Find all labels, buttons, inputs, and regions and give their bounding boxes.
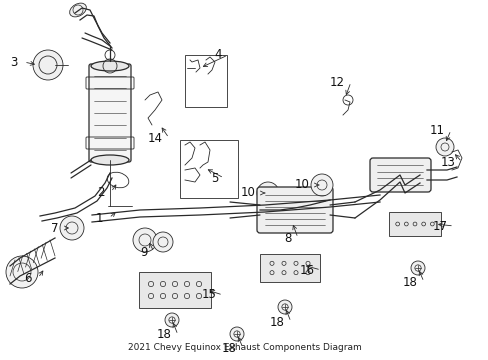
Text: 11: 11 xyxy=(429,123,444,136)
Text: 1: 1 xyxy=(95,211,103,225)
Text: 5: 5 xyxy=(210,171,218,184)
Circle shape xyxy=(6,256,38,288)
Text: 13: 13 xyxy=(440,156,455,168)
Text: 4: 4 xyxy=(214,49,222,62)
Text: 6: 6 xyxy=(24,271,32,284)
Ellipse shape xyxy=(91,155,129,165)
Text: 16: 16 xyxy=(299,264,314,276)
Ellipse shape xyxy=(69,3,86,17)
Bar xyxy=(180,140,238,198)
Text: 15: 15 xyxy=(202,288,217,302)
Text: 3: 3 xyxy=(11,55,18,68)
Text: 18: 18 xyxy=(157,328,172,342)
Text: 14: 14 xyxy=(148,131,163,144)
Text: 18: 18 xyxy=(269,315,285,328)
FancyBboxPatch shape xyxy=(139,272,210,308)
Circle shape xyxy=(435,138,453,156)
FancyBboxPatch shape xyxy=(257,187,332,233)
Ellipse shape xyxy=(91,61,129,71)
Text: 10: 10 xyxy=(295,179,309,192)
Circle shape xyxy=(133,228,157,252)
Circle shape xyxy=(310,174,332,196)
Text: 18: 18 xyxy=(402,275,417,288)
Text: 7: 7 xyxy=(50,221,58,234)
Text: 2021 Chevy Equinox Exhaust Components Diagram: 2021 Chevy Equinox Exhaust Components Di… xyxy=(127,343,361,352)
FancyBboxPatch shape xyxy=(89,64,131,162)
Text: 10: 10 xyxy=(241,186,256,199)
Text: 2: 2 xyxy=(97,185,105,198)
Text: 18: 18 xyxy=(222,342,237,355)
Circle shape xyxy=(164,313,179,327)
Circle shape xyxy=(33,50,63,80)
FancyBboxPatch shape xyxy=(369,158,430,192)
Text: 12: 12 xyxy=(329,76,345,89)
Circle shape xyxy=(153,232,173,252)
Text: 17: 17 xyxy=(432,220,447,233)
Text: 8: 8 xyxy=(284,231,291,244)
Circle shape xyxy=(60,216,84,240)
Text: 9: 9 xyxy=(140,246,148,258)
FancyBboxPatch shape xyxy=(388,212,440,236)
Circle shape xyxy=(257,182,279,204)
Circle shape xyxy=(278,300,291,314)
Circle shape xyxy=(410,261,424,275)
Circle shape xyxy=(229,327,244,341)
FancyBboxPatch shape xyxy=(260,254,319,282)
Bar xyxy=(184,55,226,107)
